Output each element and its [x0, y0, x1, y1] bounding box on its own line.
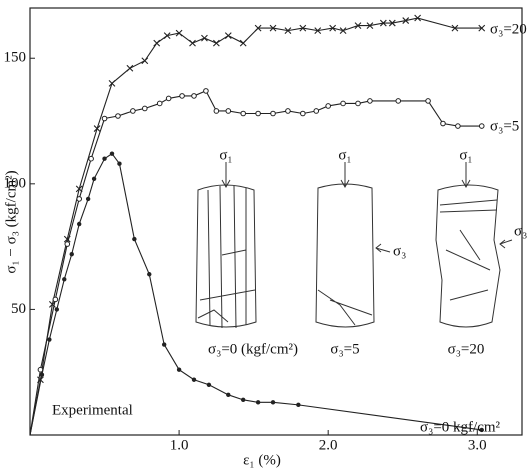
marker — [180, 94, 185, 99]
marker — [89, 156, 94, 161]
series-line — [30, 18, 482, 435]
y-tick-label: 150 — [4, 50, 27, 66]
annotation: σ₃=20 — [448, 341, 485, 357]
annotation: σ₃=5 — [330, 341, 359, 357]
marker — [207, 383, 211, 387]
marker — [426, 99, 431, 104]
annotation: σ₁ — [219, 147, 232, 163]
marker — [192, 378, 196, 382]
marker — [131, 109, 136, 114]
marker — [213, 40, 219, 46]
series-label: σ₃=20 — [490, 21, 527, 37]
marker — [226, 109, 231, 114]
marker — [201, 35, 207, 41]
y-tick-label: 50 — [11, 301, 26, 317]
marker — [356, 101, 361, 106]
marker — [94, 126, 100, 132]
marker — [109, 80, 115, 86]
marker — [296, 403, 300, 407]
marker — [479, 124, 484, 129]
annotation: σ₃ — [514, 223, 527, 239]
marker — [147, 272, 151, 276]
marker — [142, 58, 148, 64]
marker — [326, 104, 331, 109]
marker — [166, 96, 171, 101]
annotation: σ₁ — [459, 147, 472, 163]
marker — [65, 242, 70, 247]
marker — [157, 101, 162, 106]
marker — [226, 393, 230, 397]
marker — [77, 197, 82, 202]
marker — [341, 101, 346, 106]
marker — [92, 177, 96, 181]
annotation: σ₃=0 (kgf/cm²) — [208, 341, 298, 357]
annotation: σ₁ — [338, 147, 351, 163]
marker — [55, 307, 59, 311]
marker — [190, 40, 196, 46]
marker — [192, 94, 197, 99]
marker — [47, 337, 51, 341]
marker — [162, 342, 166, 346]
series-label: σ₃=0 kgf/cm² — [420, 419, 501, 435]
marker — [456, 124, 461, 129]
marker — [127, 65, 133, 71]
annotation: σ₃ — [393, 243, 406, 259]
x-tick-label: 3.0 — [468, 437, 487, 453]
specimen-sketches — [196, 162, 512, 328]
y-tick-label: 100 — [4, 175, 27, 191]
marker — [240, 40, 246, 46]
plot-frame — [30, 8, 522, 435]
marker — [256, 111, 261, 116]
marker — [62, 277, 66, 281]
marker — [40, 373, 44, 377]
marker — [301, 111, 306, 116]
marker — [396, 99, 401, 104]
marker — [441, 121, 446, 126]
marker — [117, 162, 121, 166]
series-label: σ₃=5 — [490, 118, 519, 134]
marker — [102, 157, 106, 161]
marker — [271, 111, 276, 116]
marker — [102, 116, 107, 121]
marker — [38, 367, 43, 372]
marker — [225, 33, 231, 39]
x-tick-label: 1.0 — [170, 437, 189, 453]
marker — [271, 400, 275, 404]
marker — [241, 398, 245, 402]
annotation: Experimental — [52, 402, 133, 418]
marker — [314, 109, 319, 114]
x-tick-label: 2.0 — [319, 437, 338, 453]
chart: ε₁ (%) σ₁ − σ₃ (kgf/cm²) 1.02.03.0501001… — [0, 0, 528, 470]
marker — [53, 297, 58, 302]
marker — [256, 400, 260, 404]
marker — [86, 197, 90, 201]
marker — [77, 222, 81, 226]
x-axis-label: ε₁ (%) — [243, 452, 281, 468]
marker — [116, 114, 121, 119]
marker — [132, 237, 136, 241]
marker — [110, 151, 114, 155]
marker — [177, 367, 181, 371]
series-line — [30, 91, 482, 435]
marker — [241, 111, 246, 116]
marker — [154, 40, 160, 46]
marker — [368, 99, 373, 104]
marker — [70, 252, 74, 256]
marker — [204, 89, 209, 94]
marker — [143, 106, 148, 111]
marker — [214, 109, 219, 114]
marker — [286, 109, 291, 114]
